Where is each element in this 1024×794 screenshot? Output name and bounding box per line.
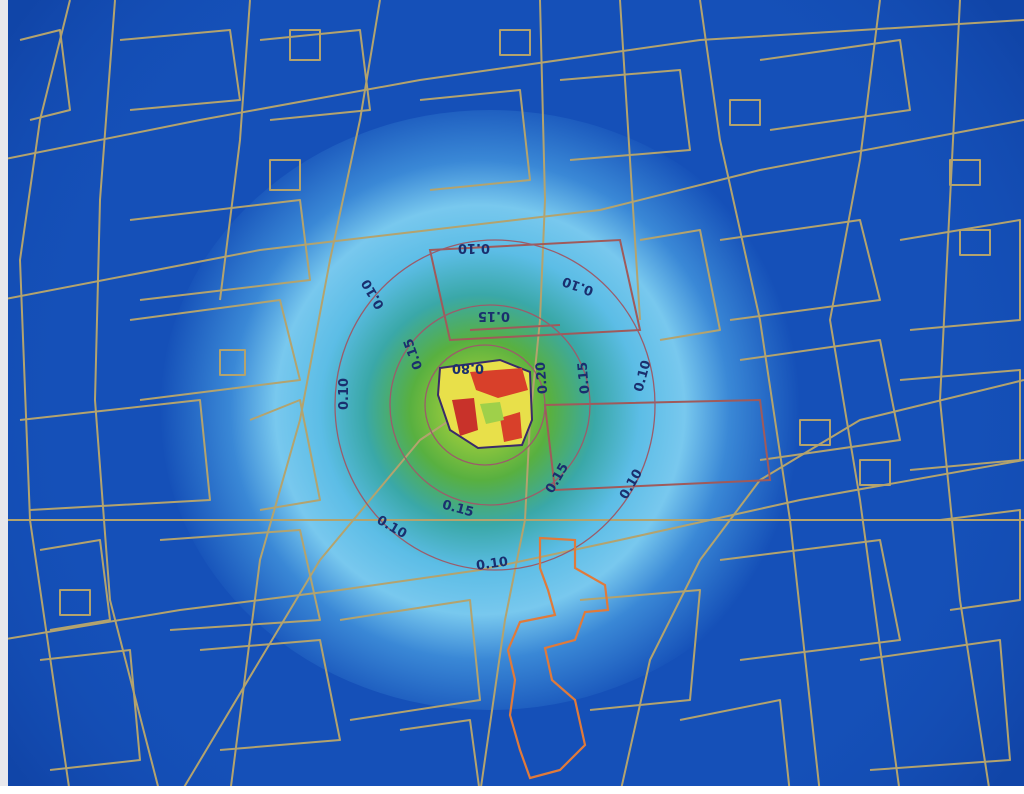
hotspot-red-3	[500, 412, 522, 442]
hotspot	[436, 358, 534, 450]
contour-label: 0.10	[337, 378, 352, 410]
contour-label: 0.10	[475, 555, 509, 574]
contour-015	[389, 304, 591, 506]
hotspot-green	[480, 402, 504, 424]
contour-label: 0.15	[478, 308, 510, 323]
orange-outline-area	[506, 536, 610, 780]
highlighted-parcels	[428, 238, 772, 492]
contour-lines	[334, 239, 656, 571]
contour-label: 0.10	[458, 240, 490, 255]
scan-edge-bottom	[0, 786, 1024, 794]
scan-edge-left	[0, 0, 8, 794]
hotspot-red-1	[470, 368, 528, 398]
contour-label: 0.15	[575, 361, 593, 394]
contour-010	[334, 239, 656, 571]
contour-label: 0.20	[533, 361, 551, 394]
contour-label: 0.80	[452, 360, 484, 375]
hotspot-red-2	[452, 398, 478, 436]
contour-020	[424, 344, 546, 466]
